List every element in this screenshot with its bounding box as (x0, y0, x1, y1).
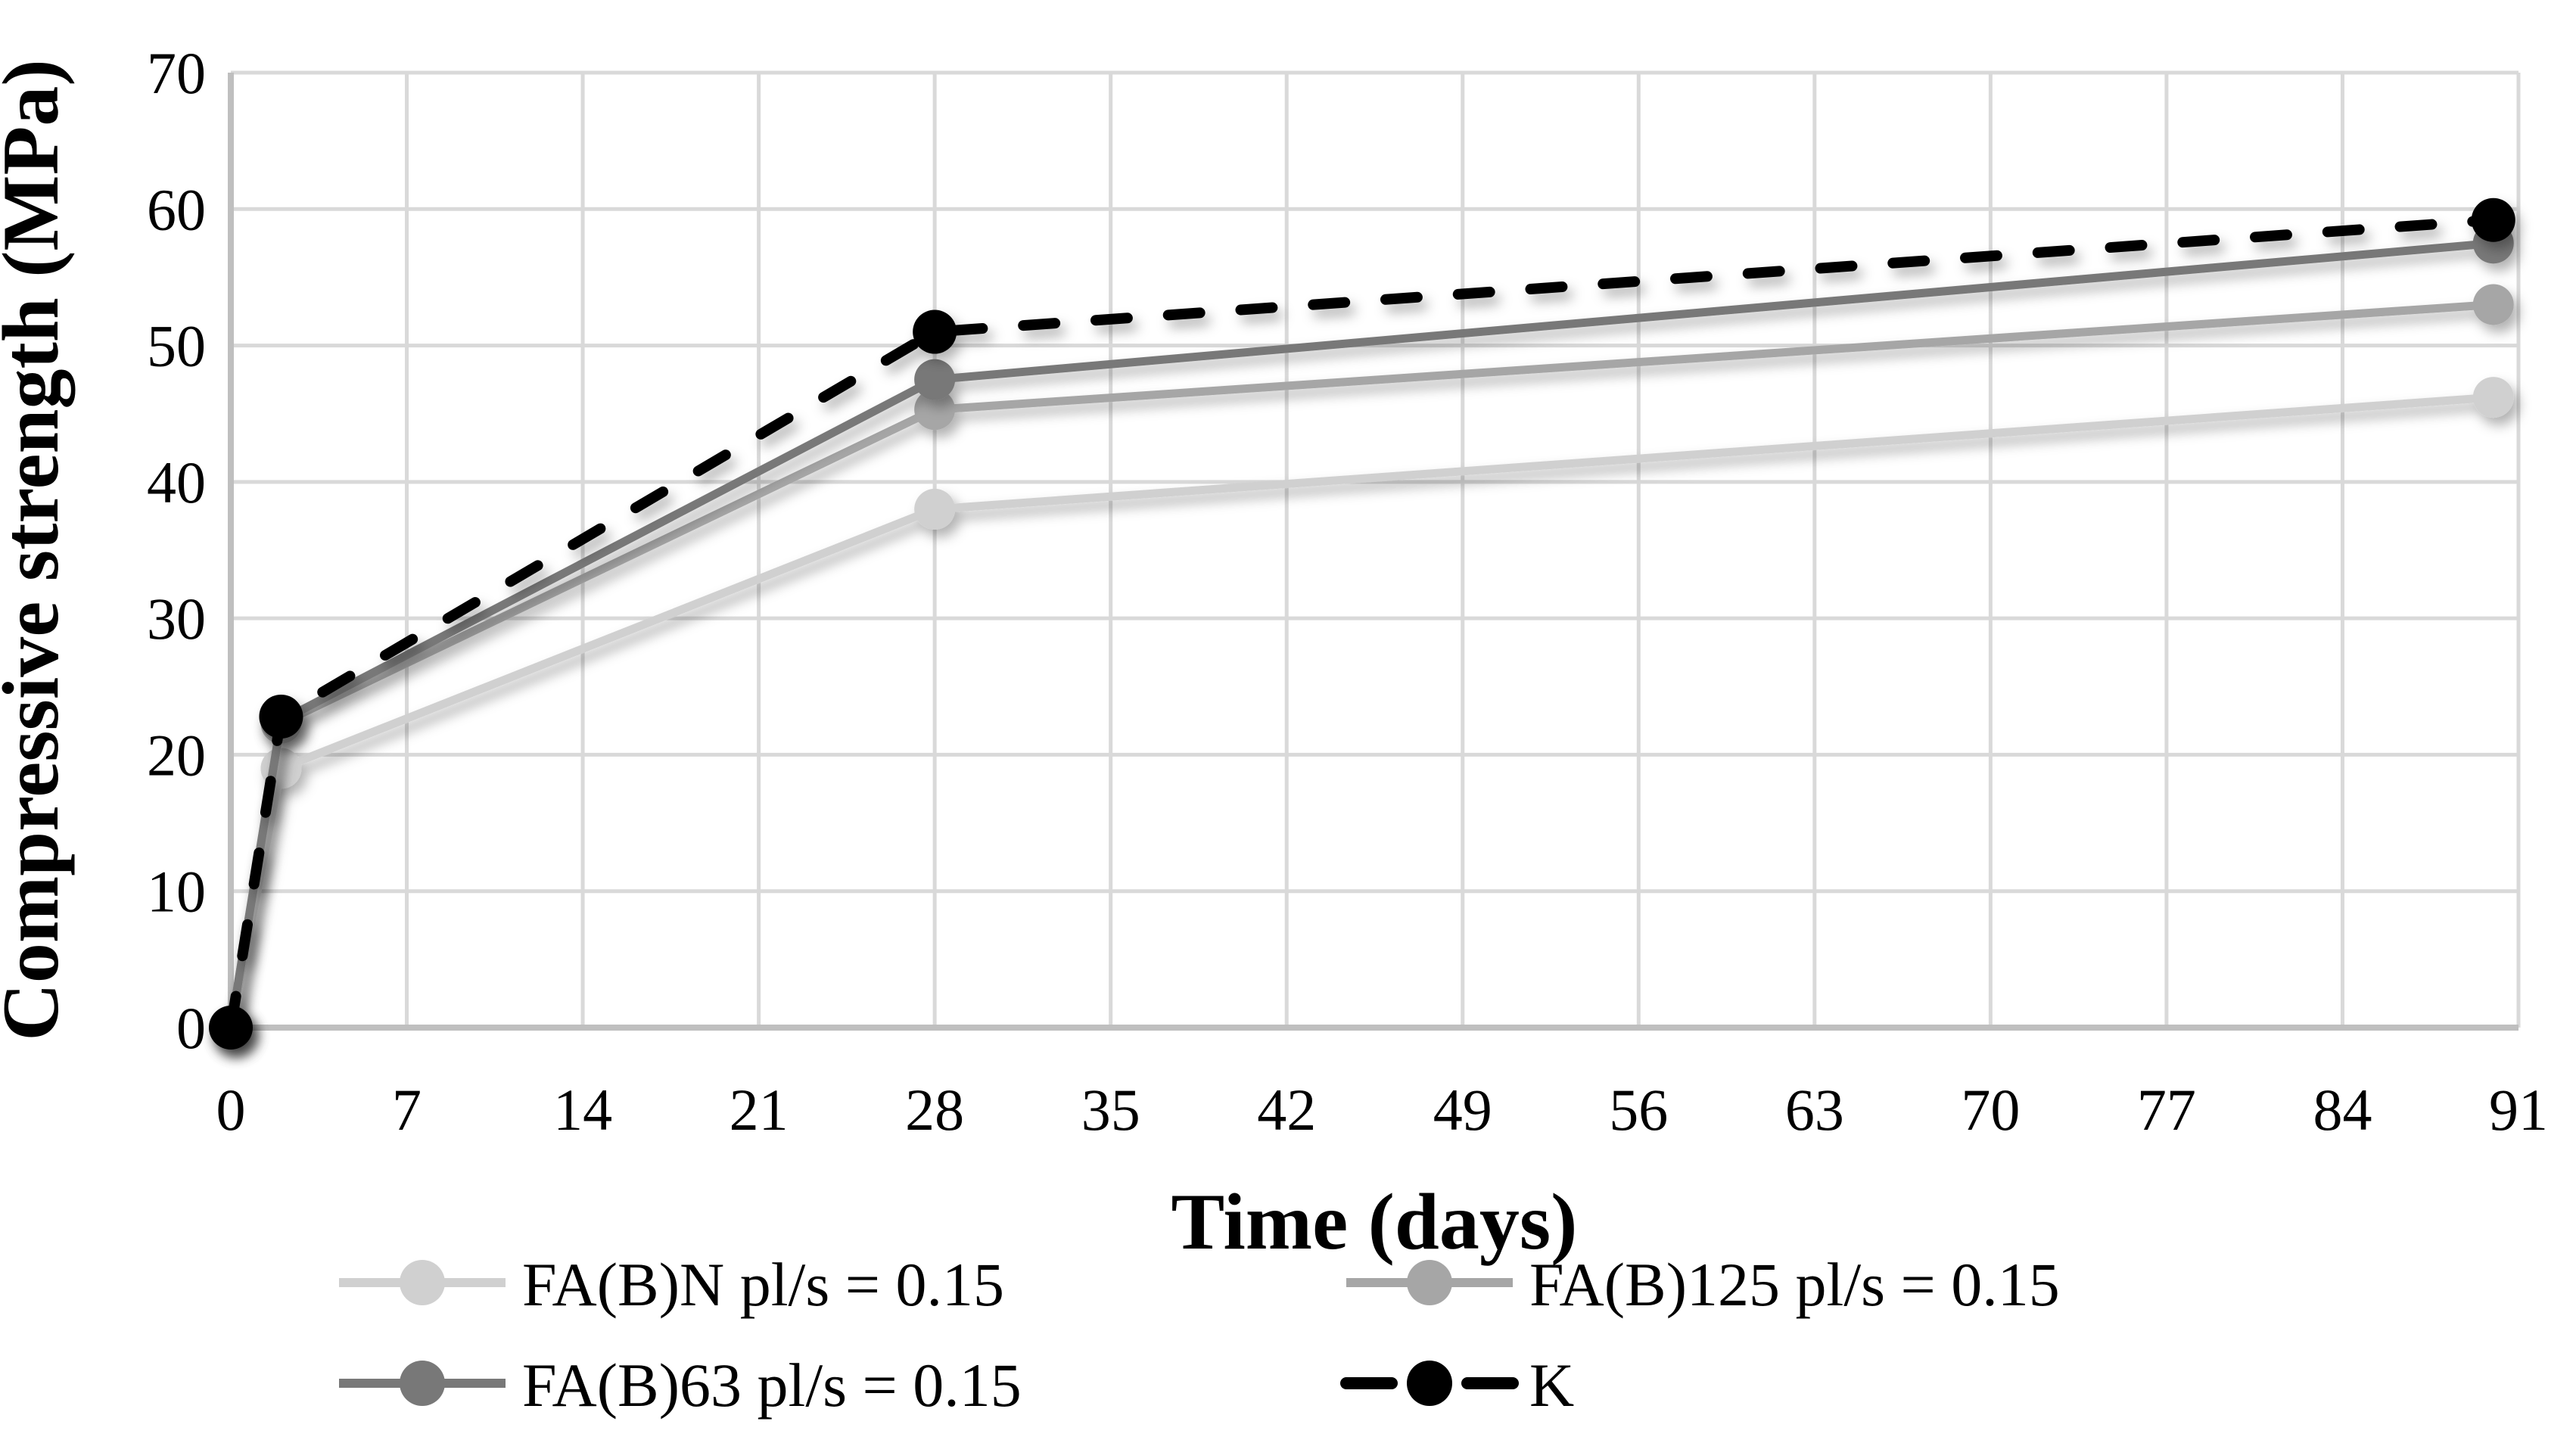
x-tick-label: 49 (1433, 1077, 1492, 1143)
data-point-k (209, 1006, 253, 1050)
legend-marker (400, 1260, 445, 1305)
x-tick-label: 0 (216, 1077, 246, 1143)
y-axis-title: Compressive strength (MPa) (0, 59, 75, 1040)
legend-item-fa-b-63-pl-s-0-15: FA(B)63 pl/s = 0.15 (339, 1351, 1022, 1420)
data-point-fa-b-125-pl-s-0-15 (2472, 284, 2514, 325)
data-point-fa-b-n-pl-s-0-15 (2472, 377, 2514, 418)
data-point-fa-b-n-pl-s-0-15 (914, 488, 956, 530)
legend-marker (400, 1361, 445, 1406)
data-point-k (913, 309, 957, 354)
data-point-fa-b-125-pl-s-0-15 (914, 389, 956, 431)
x-tick-label: 14 (553, 1077, 612, 1143)
data-point-fa-b-63-pl-s-0-15 (914, 359, 956, 400)
axis-lines (228, 73, 2518, 1031)
x-tick-label: 84 (2313, 1077, 2372, 1143)
data-point-k (259, 694, 303, 739)
x-tick-label: 42 (1257, 1077, 1316, 1143)
x-tick-label: 28 (905, 1077, 964, 1143)
x-tick-label: 56 (1609, 1077, 1668, 1143)
legend-marker (1407, 1260, 1452, 1305)
legend-item-fa-b-n-pl-s-0-15: FA(B)N pl/s = 0.15 (339, 1250, 1004, 1319)
data-point-k (2471, 197, 2515, 242)
y-tick-label: 60 (147, 176, 206, 242)
legend-label: FA(B)N pl/s = 0.15 (522, 1250, 1004, 1319)
x-tick-label: 7 (392, 1077, 422, 1143)
y-tick-label: 50 (147, 313, 206, 379)
series-line-k (226, 214, 2499, 1033)
legend-item-fa-b-125-pl-s-0-15: FA(B)125 pl/s = 0.15 (1346, 1250, 2060, 1319)
x-tick-label: 70 (1961, 1077, 2020, 1143)
y-tick-label: 70 (147, 40, 206, 106)
legend-item-k: K (1340, 1351, 1574, 1420)
x-tick-label: 63 (1785, 1077, 1844, 1143)
y-tick-label: 10 (147, 859, 206, 925)
legend: FA(B)N pl/s = 0.15 FA(B)125 pl/s = 0.15 FA… (339, 1250, 2060, 1420)
y-tick-label: 30 (147, 586, 206, 652)
x-tick-label: 21 (730, 1077, 789, 1143)
series-layer (209, 197, 2515, 1050)
x-tick-label: 35 (1081, 1077, 1140, 1143)
tick-labels: 0 10 20 30 40 50 60 70 0 7 14 21 28 35 42 49 56 63 70 77 84 9… (147, 40, 2548, 1143)
series-k (209, 197, 2515, 1050)
y-tick-label: 40 (147, 449, 206, 515)
legend-marker (1407, 1361, 1452, 1406)
legend-label: FA(B)63 pl/s = 0.15 (522, 1351, 1022, 1420)
legend-label: FA(B)125 pl/s = 0.15 (1529, 1250, 2060, 1319)
legend-label: K (1529, 1351, 1574, 1420)
x-tick-label: 91 (2489, 1077, 2548, 1143)
y-tick-label: 0 (176, 995, 206, 1061)
x-tick-label: 77 (2137, 1077, 2196, 1143)
y-tick-label: 20 (147, 722, 206, 788)
x-axis-title: Time (days) (1171, 1177, 1578, 1266)
